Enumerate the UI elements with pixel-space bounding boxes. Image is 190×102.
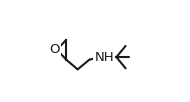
Text: O: O bbox=[49, 43, 60, 56]
Text: NH: NH bbox=[94, 51, 114, 64]
